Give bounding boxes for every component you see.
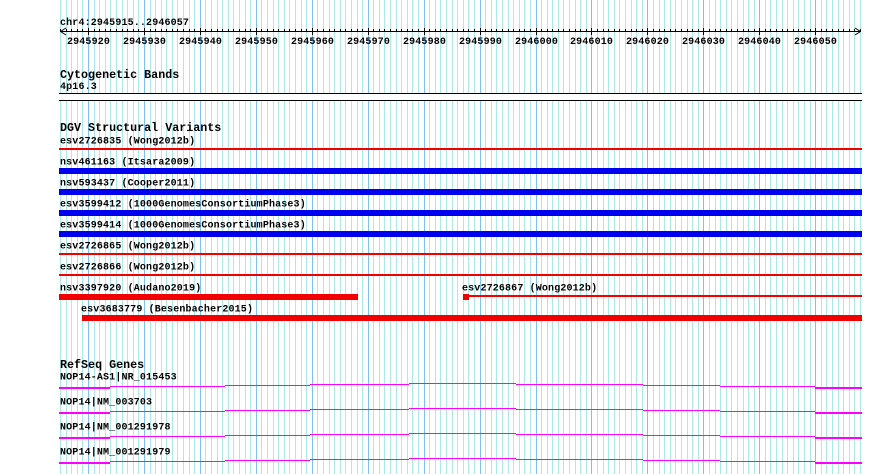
svg-text:nsv3397920 (Audano2019): nsv3397920 (Audano2019) (60, 283, 201, 295)
svg-text:2945990: 2945990 (459, 37, 502, 48)
svg-text:2946000: 2946000 (515, 37, 558, 48)
svg-text:Cytogenetic Bands: Cytogenetic Bands (60, 68, 179, 82)
svg-text:2945930: 2945930 (123, 37, 166, 48)
svg-text:NOP14|NM_001291979: NOP14|NM_001291979 (60, 447, 171, 459)
svg-text:nsv461163 (Itsara2009): nsv461163 (Itsara2009) (60, 157, 195, 169)
svg-text:4p16.3: 4p16.3 (60, 82, 97, 93)
svg-text:esv2726835 (Wong2012b): esv2726835 (Wong2012b) (60, 136, 195, 148)
svg-text:2946010: 2946010 (570, 37, 613, 48)
svg-text:2945950: 2945950 (235, 37, 278, 48)
svg-text:esv2726865 (Wong2012b): esv2726865 (Wong2012b) (60, 241, 195, 253)
svg-text:nsv593437 (Cooper2011): nsv593437 (Cooper2011) (60, 178, 195, 190)
svg-text:DGV Structural Variants: DGV Structural Variants (60, 121, 221, 135)
svg-text:NOP14|NM_001291978: NOP14|NM_001291978 (60, 422, 171, 434)
svg-text:RefSeq Genes: RefSeq Genes (60, 358, 144, 372)
svg-text:2945970: 2945970 (347, 37, 390, 48)
svg-text:esv3599412 (1000GenomesConsort: esv3599412 (1000GenomesConsortiumPhase3) (60, 199, 306, 211)
svg-text:2946050: 2946050 (794, 37, 837, 48)
svg-text:2945920: 2945920 (67, 37, 110, 48)
svg-text:NOP14|NM_003703: NOP14|NM_003703 (60, 397, 152, 409)
svg-text:2946030: 2946030 (682, 37, 725, 48)
svg-text:chr4:2945915..2946057: chr4:2945915..2946057 (60, 17, 189, 29)
svg-text:2946020: 2946020 (626, 37, 669, 48)
svg-text:2945980: 2945980 (403, 37, 446, 48)
svg-text:2945940: 2945940 (179, 37, 222, 48)
svg-text:esv2726867 (Wong2012b): esv2726867 (Wong2012b) (462, 283, 597, 295)
svg-text:esv2726866 (Wong2012b): esv2726866 (Wong2012b) (60, 262, 195, 274)
svg-text:esv3683779 (Besenbacher2015): esv3683779 (Besenbacher2015) (81, 304, 253, 316)
svg-text:2945960: 2945960 (291, 37, 334, 48)
svg-text:2946040: 2946040 (738, 37, 781, 48)
svg-text:NOP14-AS1|NR_015453: NOP14-AS1|NR_015453 (60, 372, 177, 384)
svg-text:esv3599414 (1000GenomesConsort: esv3599414 (1000GenomesConsortiumPhase3) (60, 220, 306, 232)
